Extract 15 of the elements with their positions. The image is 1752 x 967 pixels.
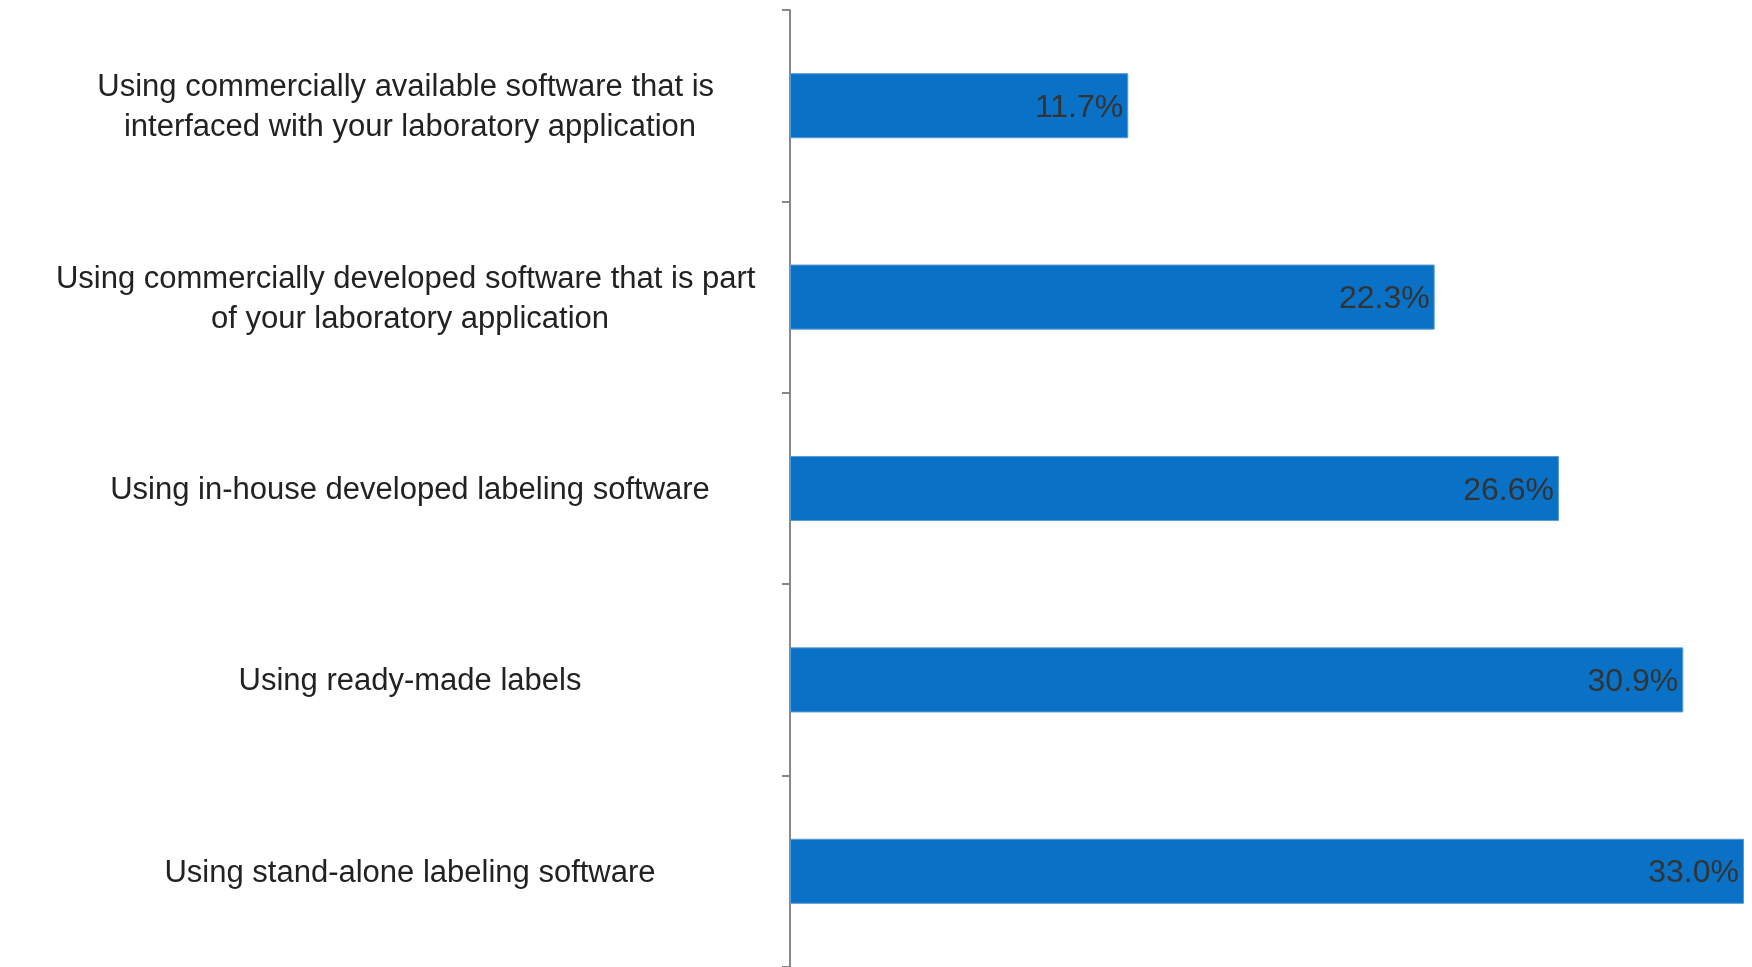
data-label: 26.6% <box>1463 470 1554 507</box>
data-label: 11.7% <box>1034 87 1124 124</box>
y-tick-label: Using in-house developed labeling software <box>110 471 710 506</box>
y-tick-label: Using ready-made labels <box>238 662 582 698</box>
y-tick-label: Using commercially available software that is interfaced with your laboratory application <box>97 68 723 144</box>
y-tick-label: Using commercially developed software that is part of your laboratory application <box>55 259 765 335</box>
bar <box>790 647 1684 713</box>
bar <box>790 838 1744 904</box>
data-label: 33.0% <box>1648 853 1739 890</box>
data-label: 30.9% <box>1587 661 1679 698</box>
bar <box>790 73 1129 139</box>
y-tick-label: Using stand-alone labeling software <box>164 853 656 889</box>
bar <box>790 455 1559 522</box>
bar <box>790 264 1435 330</box>
data-label: 22.3% <box>1338 279 1430 316</box>
